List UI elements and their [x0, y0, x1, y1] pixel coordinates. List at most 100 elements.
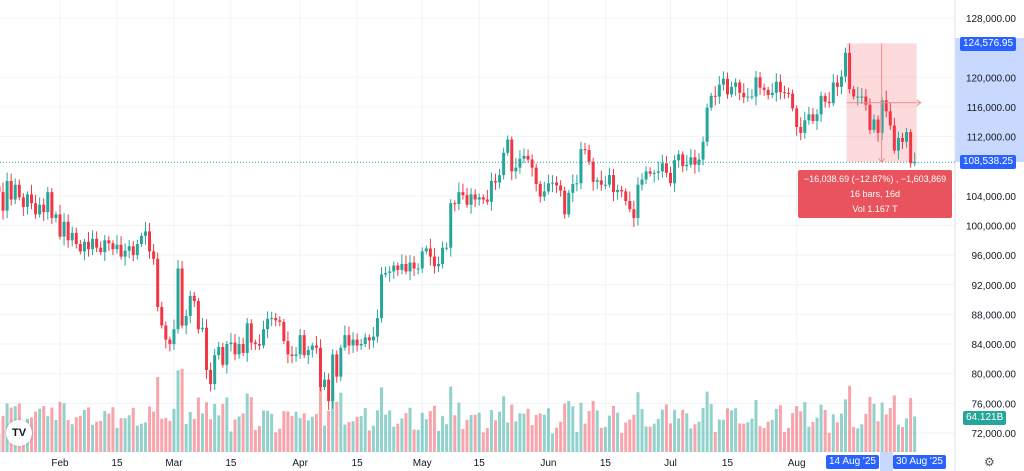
volume-bar: [555, 427, 559, 452]
candle-body: [542, 191, 546, 197]
candle-body: [807, 114, 811, 121]
x-tick-label: Apr: [292, 458, 308, 469]
candle-body: [66, 221, 70, 241]
volume-bar: [449, 386, 453, 452]
candle-body: [46, 192, 50, 213]
volume-bar: [396, 423, 400, 452]
volume-bar: [909, 398, 913, 452]
volume-bar: [591, 400, 595, 452]
candle-body: [412, 262, 416, 269]
candle-body: [713, 95, 717, 97]
volume-bar: [815, 417, 819, 452]
candle-body: [152, 251, 156, 259]
volume-bar: [82, 409, 86, 452]
measure-end-date: 30 Aug '25: [893, 455, 946, 469]
candle-body: [38, 204, 42, 215]
volume-bar: [152, 411, 156, 452]
candle-body: [274, 318, 278, 321]
candle-body: [441, 247, 445, 265]
candle-body: [367, 337, 371, 341]
candle-body: [241, 344, 245, 353]
candle-body: [559, 185, 563, 191]
candle-body: [896, 138, 900, 151]
candle-body: [347, 335, 351, 346]
volume-bar: [502, 396, 506, 452]
candle-body: [135, 244, 139, 256]
y-tick-label: 92,000.00: [972, 281, 1017, 292]
high-price-label: 124,576.95: [960, 37, 1017, 51]
volume-bar: [559, 421, 563, 452]
candle-body: [795, 108, 799, 127]
volume-bar: [526, 408, 530, 452]
volume-bar: [327, 410, 331, 452]
volume-bar: [575, 432, 579, 452]
candle-body: [50, 192, 54, 219]
candle-body: [25, 194, 29, 207]
volume-bar: [314, 414, 318, 452]
candle-body: [620, 189, 624, 192]
volume-bar: [534, 414, 538, 452]
volume-bar: [298, 418, 302, 452]
candle-body: [595, 180, 599, 182]
volume-bar: [831, 414, 835, 452]
candle-body: [791, 93, 795, 109]
candle-body: [538, 183, 542, 197]
y-tick-label: 104,000.00: [966, 192, 1016, 203]
candle-body: [803, 120, 807, 133]
volume-bar: [408, 407, 412, 452]
volume-bar: [1, 415, 5, 452]
candle-body: [839, 76, 843, 87]
candle-body: [323, 379, 327, 388]
candle-body: [310, 345, 314, 350]
volume-bar: [913, 416, 917, 452]
volume-bar: [583, 423, 587, 452]
volume-bar: [70, 424, 74, 452]
volume-bar: [103, 411, 107, 452]
candle-body: [787, 92, 791, 94]
volume-bar: [616, 412, 620, 452]
candle-body: [266, 318, 270, 330]
candle-body: [498, 175, 502, 183]
y-tick-label: 100,000.00: [966, 221, 1016, 232]
volume-bar: [795, 406, 799, 452]
volume-bar: [599, 427, 603, 452]
candle-body: [502, 152, 506, 176]
volume-bar: [738, 423, 742, 452]
volume-bar: [905, 418, 909, 452]
volume-bar: [636, 392, 640, 452]
x-tick-label: Mar: [165, 458, 183, 469]
volume-bar: [257, 425, 261, 452]
candle-body: [669, 172, 672, 184]
settings-gear-icon[interactable]: ⚙: [984, 455, 995, 469]
volume-bar: [530, 425, 534, 452]
candle-body: [905, 132, 909, 142]
candle-body: [913, 162, 917, 164]
volume-bar: [278, 428, 282, 452]
candle-body: [91, 238, 95, 250]
volume-bar: [465, 419, 469, 452]
candle-body: [697, 159, 701, 165]
candle-body: [701, 141, 705, 160]
candle-body: [579, 149, 583, 184]
volume-bar: [644, 426, 648, 452]
volume-bar: [375, 410, 379, 452]
y-tick-label: 120,000.00: [966, 73, 1016, 84]
volume-bar: [770, 419, 774, 452]
volume-bar: [856, 428, 860, 452]
volume-bar: [713, 432, 717, 452]
candle-body: [99, 247, 103, 253]
candle-body: [644, 171, 648, 180]
volume-bar: [892, 395, 896, 452]
volume-bar: [164, 417, 168, 452]
candle-body: [591, 161, 595, 182]
candle-body: [522, 155, 526, 159]
tradingview-logo[interactable]: TV: [6, 420, 32, 446]
volume-bar: [380, 387, 384, 452]
volume-bar: [46, 416, 50, 452]
volume-bar: [660, 409, 664, 452]
volume-bar: [693, 424, 697, 452]
volume-bar: [538, 413, 542, 452]
volume-bar: [445, 424, 449, 452]
candle-body: [612, 175, 616, 193]
